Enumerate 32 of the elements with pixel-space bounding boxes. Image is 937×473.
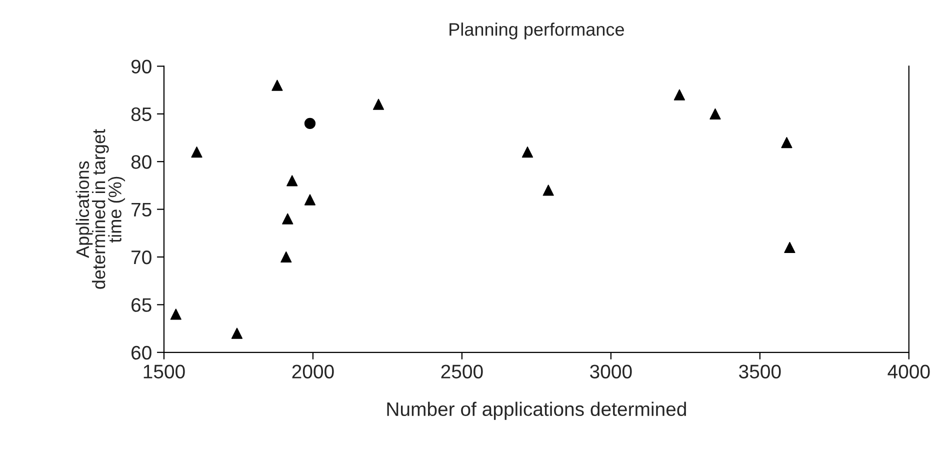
y-tick-label: 60	[132, 346, 152, 360]
y-tick-label: 75	[132, 202, 152, 217]
point	[710, 108, 721, 120]
point	[304, 118, 316, 130]
x-axis-title: Number of applications determined	[387, 402, 686, 420]
x-tick-label: 1500	[144, 364, 185, 378]
x-tick-label: 3500	[739, 364, 781, 378]
point	[784, 242, 796, 254]
point	[522, 146, 534, 158]
point	[191, 146, 202, 158]
point	[282, 213, 294, 224]
x-tick-label: 2000	[292, 364, 334, 378]
point	[674, 89, 686, 100]
point	[280, 251, 292, 263]
y-tick-label: 80	[131, 155, 152, 169]
chart-title: Planning performance	[450, 22, 624, 40]
point	[542, 184, 554, 196]
point	[286, 175, 298, 186]
point	[231, 328, 243, 339]
y-tick-label: 70	[132, 250, 152, 264]
x-tick-label: 3000	[590, 364, 632, 378]
y-axis-title: Applications determined in target time (%)	[76, 129, 125, 289]
point	[372, 98, 384, 110]
point	[170, 308, 182, 320]
point	[272, 80, 283, 91]
point	[781, 136, 792, 148]
y-tick-label: 90	[131, 60, 152, 74]
x-tick-label: 4000	[888, 364, 930, 378]
y-tick-label: 65	[132, 298, 152, 312]
point	[304, 194, 316, 206]
y-tick-label: 85	[131, 107, 152, 122]
x-tick-label: 2500	[441, 364, 483, 378]
